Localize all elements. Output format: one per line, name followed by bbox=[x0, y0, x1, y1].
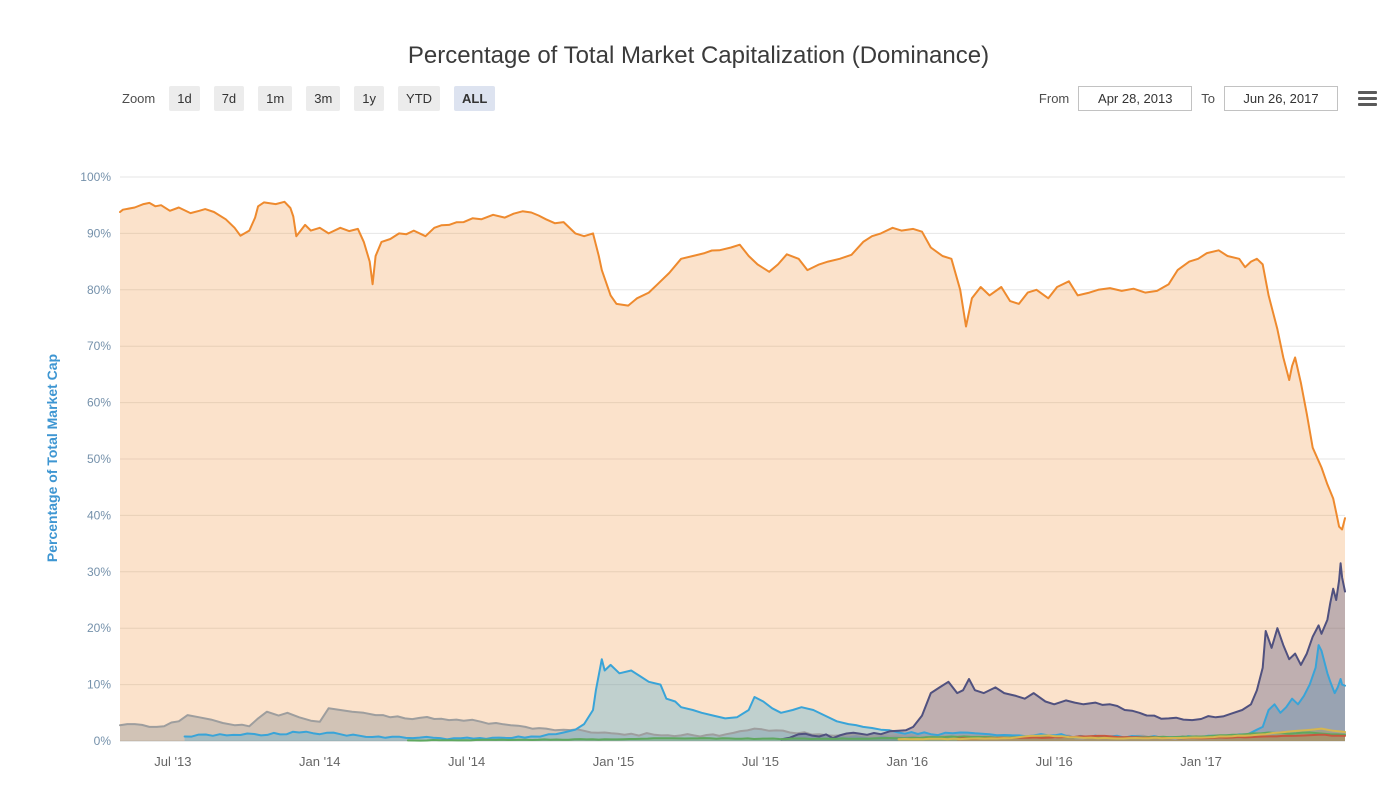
y-tick-label: 70% bbox=[87, 339, 111, 353]
series-ethereum-line bbox=[780, 562, 1346, 741]
x-tick-label: Jan '16 bbox=[887, 754, 929, 769]
series-dash-line bbox=[406, 731, 1346, 742]
series-bitcoin-area bbox=[120, 201, 1345, 742]
series-litecoin-area bbox=[120, 708, 1345, 741]
zoom-button-1y[interactable]: 1y bbox=[354, 85, 385, 111]
zoom-button-ytd[interactable]: YTD bbox=[398, 85, 441, 111]
date-range-group: From To bbox=[1030, 85, 1377, 111]
hamburger-menu-icon[interactable] bbox=[1358, 90, 1377, 106]
x-tick-label: Jul '13 bbox=[154, 754, 191, 769]
zoom-button-1m[interactable]: 1m bbox=[258, 85, 293, 111]
series-bitcoin-line bbox=[119, 200, 1346, 531]
to-date-input[interactable] bbox=[1224, 85, 1338, 111]
from-label: From bbox=[1038, 90, 1070, 106]
y-tick-label: 10% bbox=[87, 678, 111, 692]
y-tick-label: 60% bbox=[87, 396, 111, 410]
x-tick-label: Jan '17 bbox=[1180, 754, 1222, 769]
series-others-line bbox=[897, 727, 1346, 741]
x-tick-label: Jul '16 bbox=[1036, 754, 1073, 769]
y-tick-label: 90% bbox=[87, 226, 111, 240]
range-selector-toolbar: Zoom 1d 7d 1m 3m 1y YTD ALL From To bbox=[122, 84, 1377, 112]
zoom-button-1d[interactable]: 1d bbox=[169, 85, 200, 111]
y-tick-label: 80% bbox=[87, 283, 111, 297]
page-title: Percentage of Total Market Capitalizatio… bbox=[407, 42, 990, 70]
y-tick-label: 0% bbox=[94, 734, 112, 748]
y-tick-label: 100% bbox=[80, 170, 111, 184]
x-tick-label: Jul '14 bbox=[448, 754, 485, 769]
x-tick-label: Jan '14 bbox=[299, 754, 341, 769]
zoom-button-7d[interactable]: 7d bbox=[213, 85, 245, 111]
from-date-input[interactable] bbox=[1078, 85, 1193, 111]
y-tick-label: 20% bbox=[87, 621, 111, 635]
y-tick-label: 40% bbox=[87, 508, 111, 522]
y-tick-label: 50% bbox=[87, 452, 111, 466]
series-ethereum-area bbox=[781, 563, 1345, 741]
x-tick-label: Jul '15 bbox=[742, 754, 779, 769]
to-label: To bbox=[1201, 90, 1215, 106]
zoom-label: Zoom bbox=[122, 90, 156, 106]
zoom-button-all[interactable]: ALL bbox=[454, 85, 496, 111]
x-tick-label: Jan '15 bbox=[593, 754, 635, 769]
series-ripple-area bbox=[184, 645, 1346, 741]
zoom-button-3m[interactable]: 3m bbox=[306, 85, 341, 111]
y-tick-label: 30% bbox=[87, 565, 111, 579]
